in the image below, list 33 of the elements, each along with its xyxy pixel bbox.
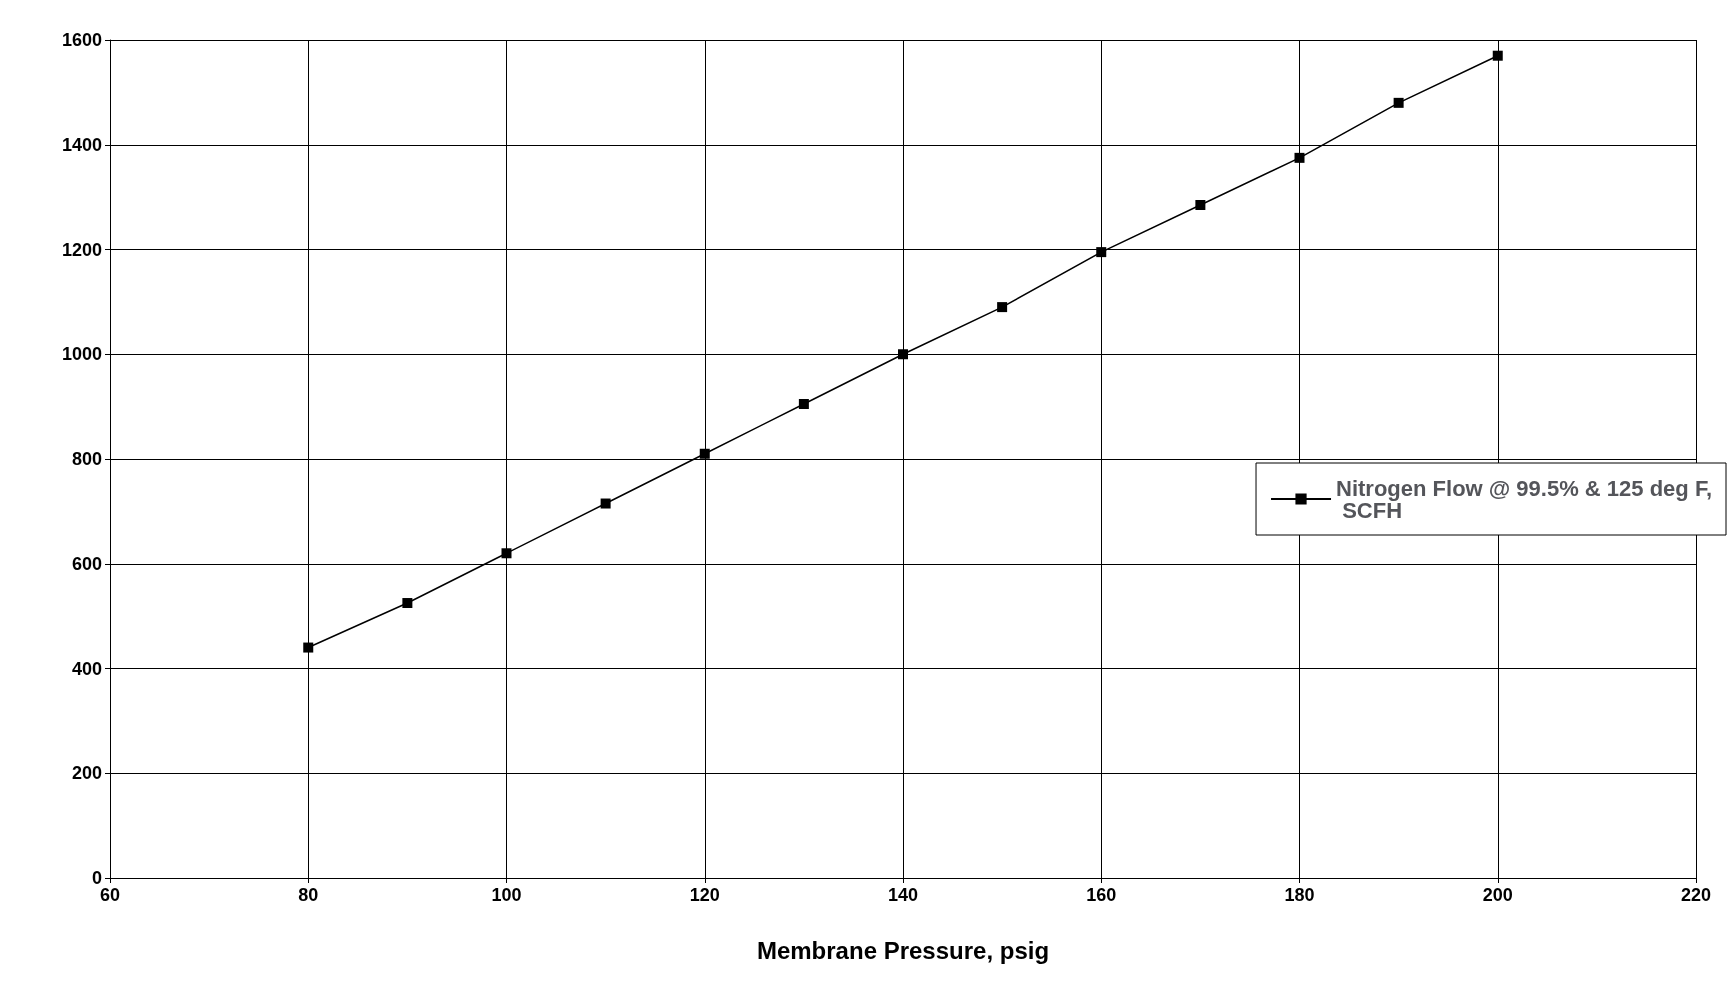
point [402, 598, 413, 609]
point [1096, 247, 1107, 258]
y-tick-label: 1200 [61, 239, 102, 260]
y-tick-label: 0 [91, 868, 102, 888]
point [1195, 199, 1206, 210]
x-tick-label: 180 [1284, 885, 1315, 905]
y-tick-label: 200 [71, 763, 102, 784]
x-tick-label: 160 [1086, 885, 1117, 905]
point [303, 642, 314, 653]
x-tick-label: 80 [298, 885, 319, 905]
point [1393, 97, 1404, 108]
point [600, 498, 611, 509]
point [699, 448, 710, 459]
y-tick-label: 1000 [61, 344, 102, 365]
y-tick-label: 600 [71, 553, 102, 574]
y-tick-label: 1600 [61, 30, 102, 50]
point [501, 548, 512, 559]
y-tick-label: 400 [71, 658, 102, 679]
x-tick-label: 60 [99, 885, 121, 905]
point [1492, 50, 1503, 61]
x-tick-label: 140 [887, 885, 919, 905]
legend-label: Nitrogen Flow @ 99.5% & 125 deg F, SCFH [1336, 475, 1713, 523]
x-tick-label: 200 [1482, 885, 1513, 905]
y-tick-label: 1400 [61, 134, 102, 155]
point [898, 349, 908, 360]
x-tick-label: 120 [689, 885, 720, 905]
point [1294, 152, 1305, 163]
point [798, 399, 809, 410]
x-axis-title: Membrane Pressure, psig [756, 936, 1050, 964]
x-tick-label: 220 [1680, 885, 1712, 905]
point [997, 302, 1008, 313]
y-tick-label: 800 [71, 449, 102, 469]
x-tick-label: 100 [491, 885, 522, 905]
